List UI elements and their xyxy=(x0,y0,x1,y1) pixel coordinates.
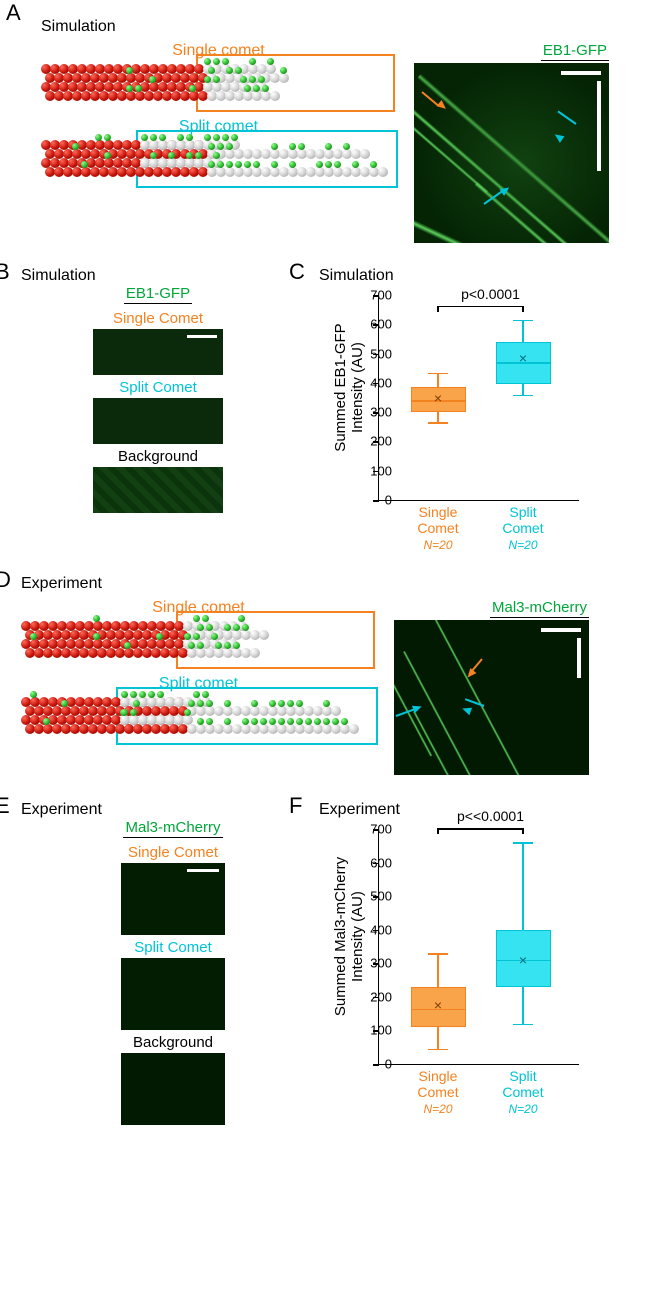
e-label-bg: Background xyxy=(103,1034,243,1051)
split-comet-label: Split comet xyxy=(41,118,396,136)
bp-pvalue: p<0.0001 xyxy=(446,286,536,302)
panel-d-kymo-container: Mal3-mCherry xyxy=(394,599,589,775)
panel-b-title: Simulation xyxy=(21,267,295,285)
single-comet-diagram xyxy=(41,60,396,106)
panel-a-kymo-container: EB1-GFP xyxy=(414,42,609,243)
panel-d-diagrams: Single comet Split comet xyxy=(21,599,376,751)
bp-ylabel: Summed Mal3-mCherryIntensity (AU) xyxy=(332,819,366,1054)
bp-ticklabel: 0 xyxy=(358,1057,392,1072)
d-split-label: Split comet xyxy=(21,675,376,693)
panel-c-boxplot: 0100200300400500600700Summed EB1-GFPInte… xyxy=(330,285,600,545)
panel-b-header: EB1-GFP xyxy=(124,285,192,304)
panel-a-diagrams: Single comet Split comet xyxy=(41,42,396,194)
panel-d-title: Experiment xyxy=(21,575,633,593)
b-micro-bg xyxy=(93,467,223,513)
bp-ticklabel: 0 xyxy=(358,493,392,508)
b-label-bg: Background xyxy=(83,448,233,465)
split-comet-diagram xyxy=(41,136,396,182)
bp-category-label: SingleCometN=20 xyxy=(403,504,473,552)
d-scalebar-v xyxy=(577,638,581,678)
e-label-split: Split Comet xyxy=(103,939,243,956)
panel-e-title: Experiment xyxy=(21,801,295,819)
panel-d-letter: D xyxy=(0,567,11,593)
d-split-diagram xyxy=(21,693,376,739)
b-label-single: Single Comet xyxy=(83,310,233,327)
d-scalebar-h xyxy=(541,628,581,632)
panel-f-boxplot: 0100200300400500600700Summed Mal3-mCherr… xyxy=(330,819,600,1119)
panel-e-stack: Mal3-mCherry Single Comet Split Comet Ba… xyxy=(103,819,243,1125)
bp-c-axes xyxy=(378,295,579,501)
panel-c-letter: C xyxy=(289,259,305,285)
e-micro-bg xyxy=(121,1053,225,1125)
kymo-a-header: EB1-GFP xyxy=(541,42,609,61)
b-micro-split xyxy=(93,398,223,444)
bp-pvalue: p<<0.0001 xyxy=(446,808,536,824)
bp-category-label: SingleCometN=20 xyxy=(403,1068,473,1116)
bp-category-label: SplitCometN=20 xyxy=(488,1068,558,1116)
b-label-split: Split Comet xyxy=(83,379,233,396)
d-single-diagram xyxy=(21,617,376,663)
kymo-a xyxy=(414,63,609,243)
panel-a-letter: A xyxy=(6,0,21,26)
e-micro-split xyxy=(121,958,225,1030)
panel-e-letter: E xyxy=(0,793,10,819)
b-micro-single xyxy=(93,329,223,375)
e-label-single: Single Comet xyxy=(103,844,243,861)
panel-b-letter: B xyxy=(0,259,10,285)
bp-ylabel: Summed EB1-GFPIntensity (AU) xyxy=(332,285,366,490)
kymo-d-header: Mal3-mCherry xyxy=(490,599,589,618)
panel-f-letter: F xyxy=(289,793,302,819)
panel-b-stack: EB1-GFP Single Comet Split Comet Backgro… xyxy=(83,285,233,513)
e-micro-single xyxy=(121,863,225,935)
panel-a-title: Simulation xyxy=(41,18,633,36)
single-comet-label: Single comet xyxy=(41,42,396,60)
panel-e-header: Mal3-mCherry xyxy=(123,819,222,838)
d-single-label: Single comet xyxy=(21,599,376,617)
figure: A Simulation Single comet Split comet xyxy=(0,0,648,1155)
kymo-d xyxy=(394,620,589,775)
panel-c-title: Simulation xyxy=(319,267,615,285)
bp-category-label: SplitCometN=20 xyxy=(488,504,558,552)
scalebar-vertical xyxy=(597,81,601,171)
scalebar-horizontal xyxy=(561,71,601,75)
